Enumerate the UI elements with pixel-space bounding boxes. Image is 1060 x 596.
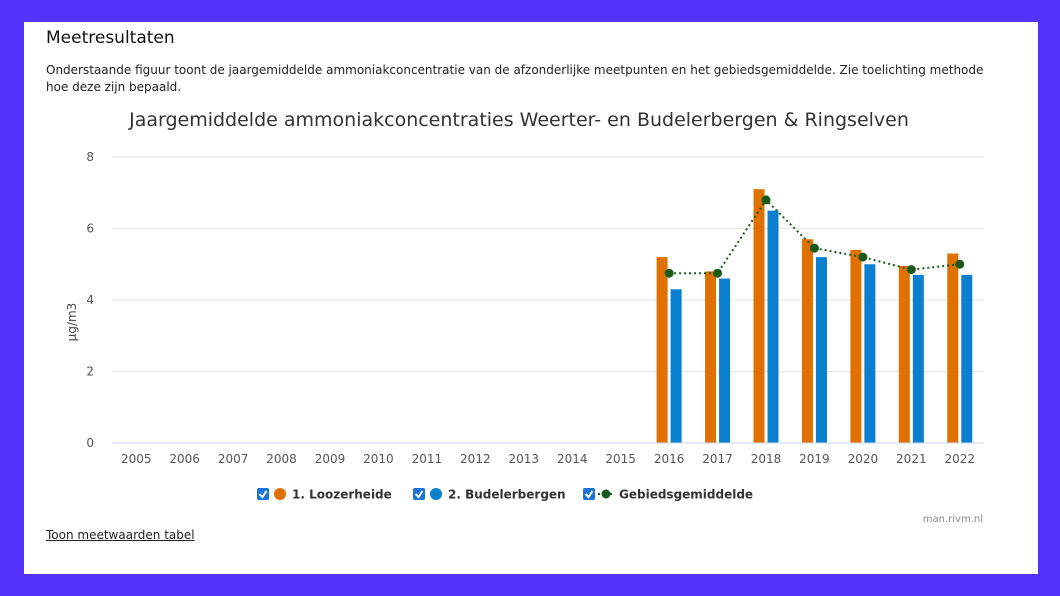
x-tick-label: 2018 <box>751 452 782 466</box>
checkmark-icon <box>258 490 268 499</box>
bar-2-budelerbergen[interactable] <box>912 274 924 443</box>
chart-title: Jaargemiddelde ammoniakconcentraties Wee… <box>128 109 909 131</box>
average-point[interactable] <box>713 268 723 278</box>
legend-item[interactable]: Gebiedsgemiddelde <box>583 488 753 502</box>
bar-1-loozerheide[interactable] <box>801 239 813 443</box>
x-tick-label: 2006 <box>169 452 200 466</box>
bar-1-loozerheide[interactable] <box>947 253 959 443</box>
x-tick-label: 2019 <box>799 452 830 466</box>
x-tick-label: 2012 <box>460 452 491 466</box>
bar-2-budelerbergen[interactable] <box>961 274 973 443</box>
x-tick-label: 2017 <box>702 452 733 466</box>
ammonia-chart: Jaargemiddelde ammoniakconcentraties Wee… <box>65 109 984 525</box>
checkmark-icon <box>584 490 594 499</box>
x-tick-label: 2005 <box>121 452 152 466</box>
x-tick-label: 2008 <box>266 452 297 466</box>
x-tick-label: 2016 <box>654 452 685 466</box>
average-point[interactable] <box>955 259 965 269</box>
y-tick-label: 2 <box>86 365 94 379</box>
legend: 1. Loozerheide 2. Budelerbergen Gebiedsgem… <box>257 488 753 502</box>
legend-label: Gebiedsgemiddelde <box>619 488 753 502</box>
legend-marker <box>430 488 442 500</box>
legend-checkbox[interactable] <box>583 488 595 500</box>
bar-1-loozerheide[interactable] <box>705 271 717 443</box>
bar-1-loozerheide[interactable] <box>656 257 668 443</box>
legend-marker <box>274 488 286 500</box>
x-tick-label: 2014 <box>557 452 588 466</box>
y-tick-label: 8 <box>86 150 94 164</box>
legend-checkbox[interactable] <box>257 488 269 500</box>
x-tick-label: 2013 <box>509 452 540 466</box>
bar-1-loozerheide[interactable] <box>850 249 862 443</box>
average-point[interactable] <box>906 265 916 275</box>
y-tick-label: 6 <box>86 222 94 236</box>
bar-1-loozerheide[interactable] <box>753 189 765 443</box>
bar-2-budelerbergen[interactable] <box>719 278 731 443</box>
average-line <box>664 195 965 278</box>
checkmark-icon <box>414 490 424 499</box>
section-title: Meetresultaten <box>46 28 175 48</box>
average-point[interactable] <box>664 268 674 278</box>
description-text: Onderstaande figuur toont de jaargemidde… <box>46 63 984 94</box>
x-tick-label: 2015 <box>605 452 636 466</box>
bar-1-loozerheide[interactable] <box>898 266 910 443</box>
average-point[interactable] <box>809 243 819 253</box>
y-axis-ticks: 0 2 4 6 8 <box>86 150 94 450</box>
y-axis-title: µg/m3 <box>65 303 79 342</box>
legend-label: 1. Loozerheide <box>292 488 392 502</box>
bar-2-budelerbergen[interactable] <box>864 264 876 443</box>
legend-checkbox[interactable] <box>413 488 425 500</box>
x-tick-label: 2007 <box>218 452 249 466</box>
bar-2-budelerbergen[interactable] <box>767 210 779 443</box>
bars <box>656 189 973 443</box>
bar-2-budelerbergen[interactable] <box>815 257 827 443</box>
show-table-link[interactable]: Toon meetwaarden tabel <box>46 528 195 542</box>
legend-item[interactable]: 1. Loozerheide <box>257 488 392 502</box>
credits-text[interactable]: man.rivm.nl <box>923 514 983 525</box>
grid-lines <box>112 156 984 372</box>
y-tick-label: 4 <box>86 293 94 307</box>
x-tick-label: 2020 <box>848 452 879 466</box>
x-tick-label: 2011 <box>412 452 443 466</box>
x-axis-ticks: 2005 2006 2007 2008 2009 2010 2011 2012 2013 2014… <box>121 452 975 466</box>
legend-item[interactable]: 2. Budelerbergen <box>413 488 566 502</box>
average-line-path <box>669 198 960 275</box>
y-tick-label: 0 <box>86 436 94 450</box>
results-card: Meetresultaten Onderstaande figuur toont… <box>24 22 1038 574</box>
x-tick-label: 2022 <box>945 452 976 466</box>
x-tick-label: 2021 <box>896 452 927 466</box>
average-point[interactable] <box>858 252 868 262</box>
x-tick-label: 2010 <box>363 452 394 466</box>
x-tick-label: 2009 <box>315 452 346 466</box>
average-point[interactable] <box>761 195 771 205</box>
legend-marker <box>601 489 611 499</box>
bar-2-budelerbergen[interactable] <box>670 289 682 443</box>
legend-label: 2. Budelerbergen <box>448 488 566 502</box>
